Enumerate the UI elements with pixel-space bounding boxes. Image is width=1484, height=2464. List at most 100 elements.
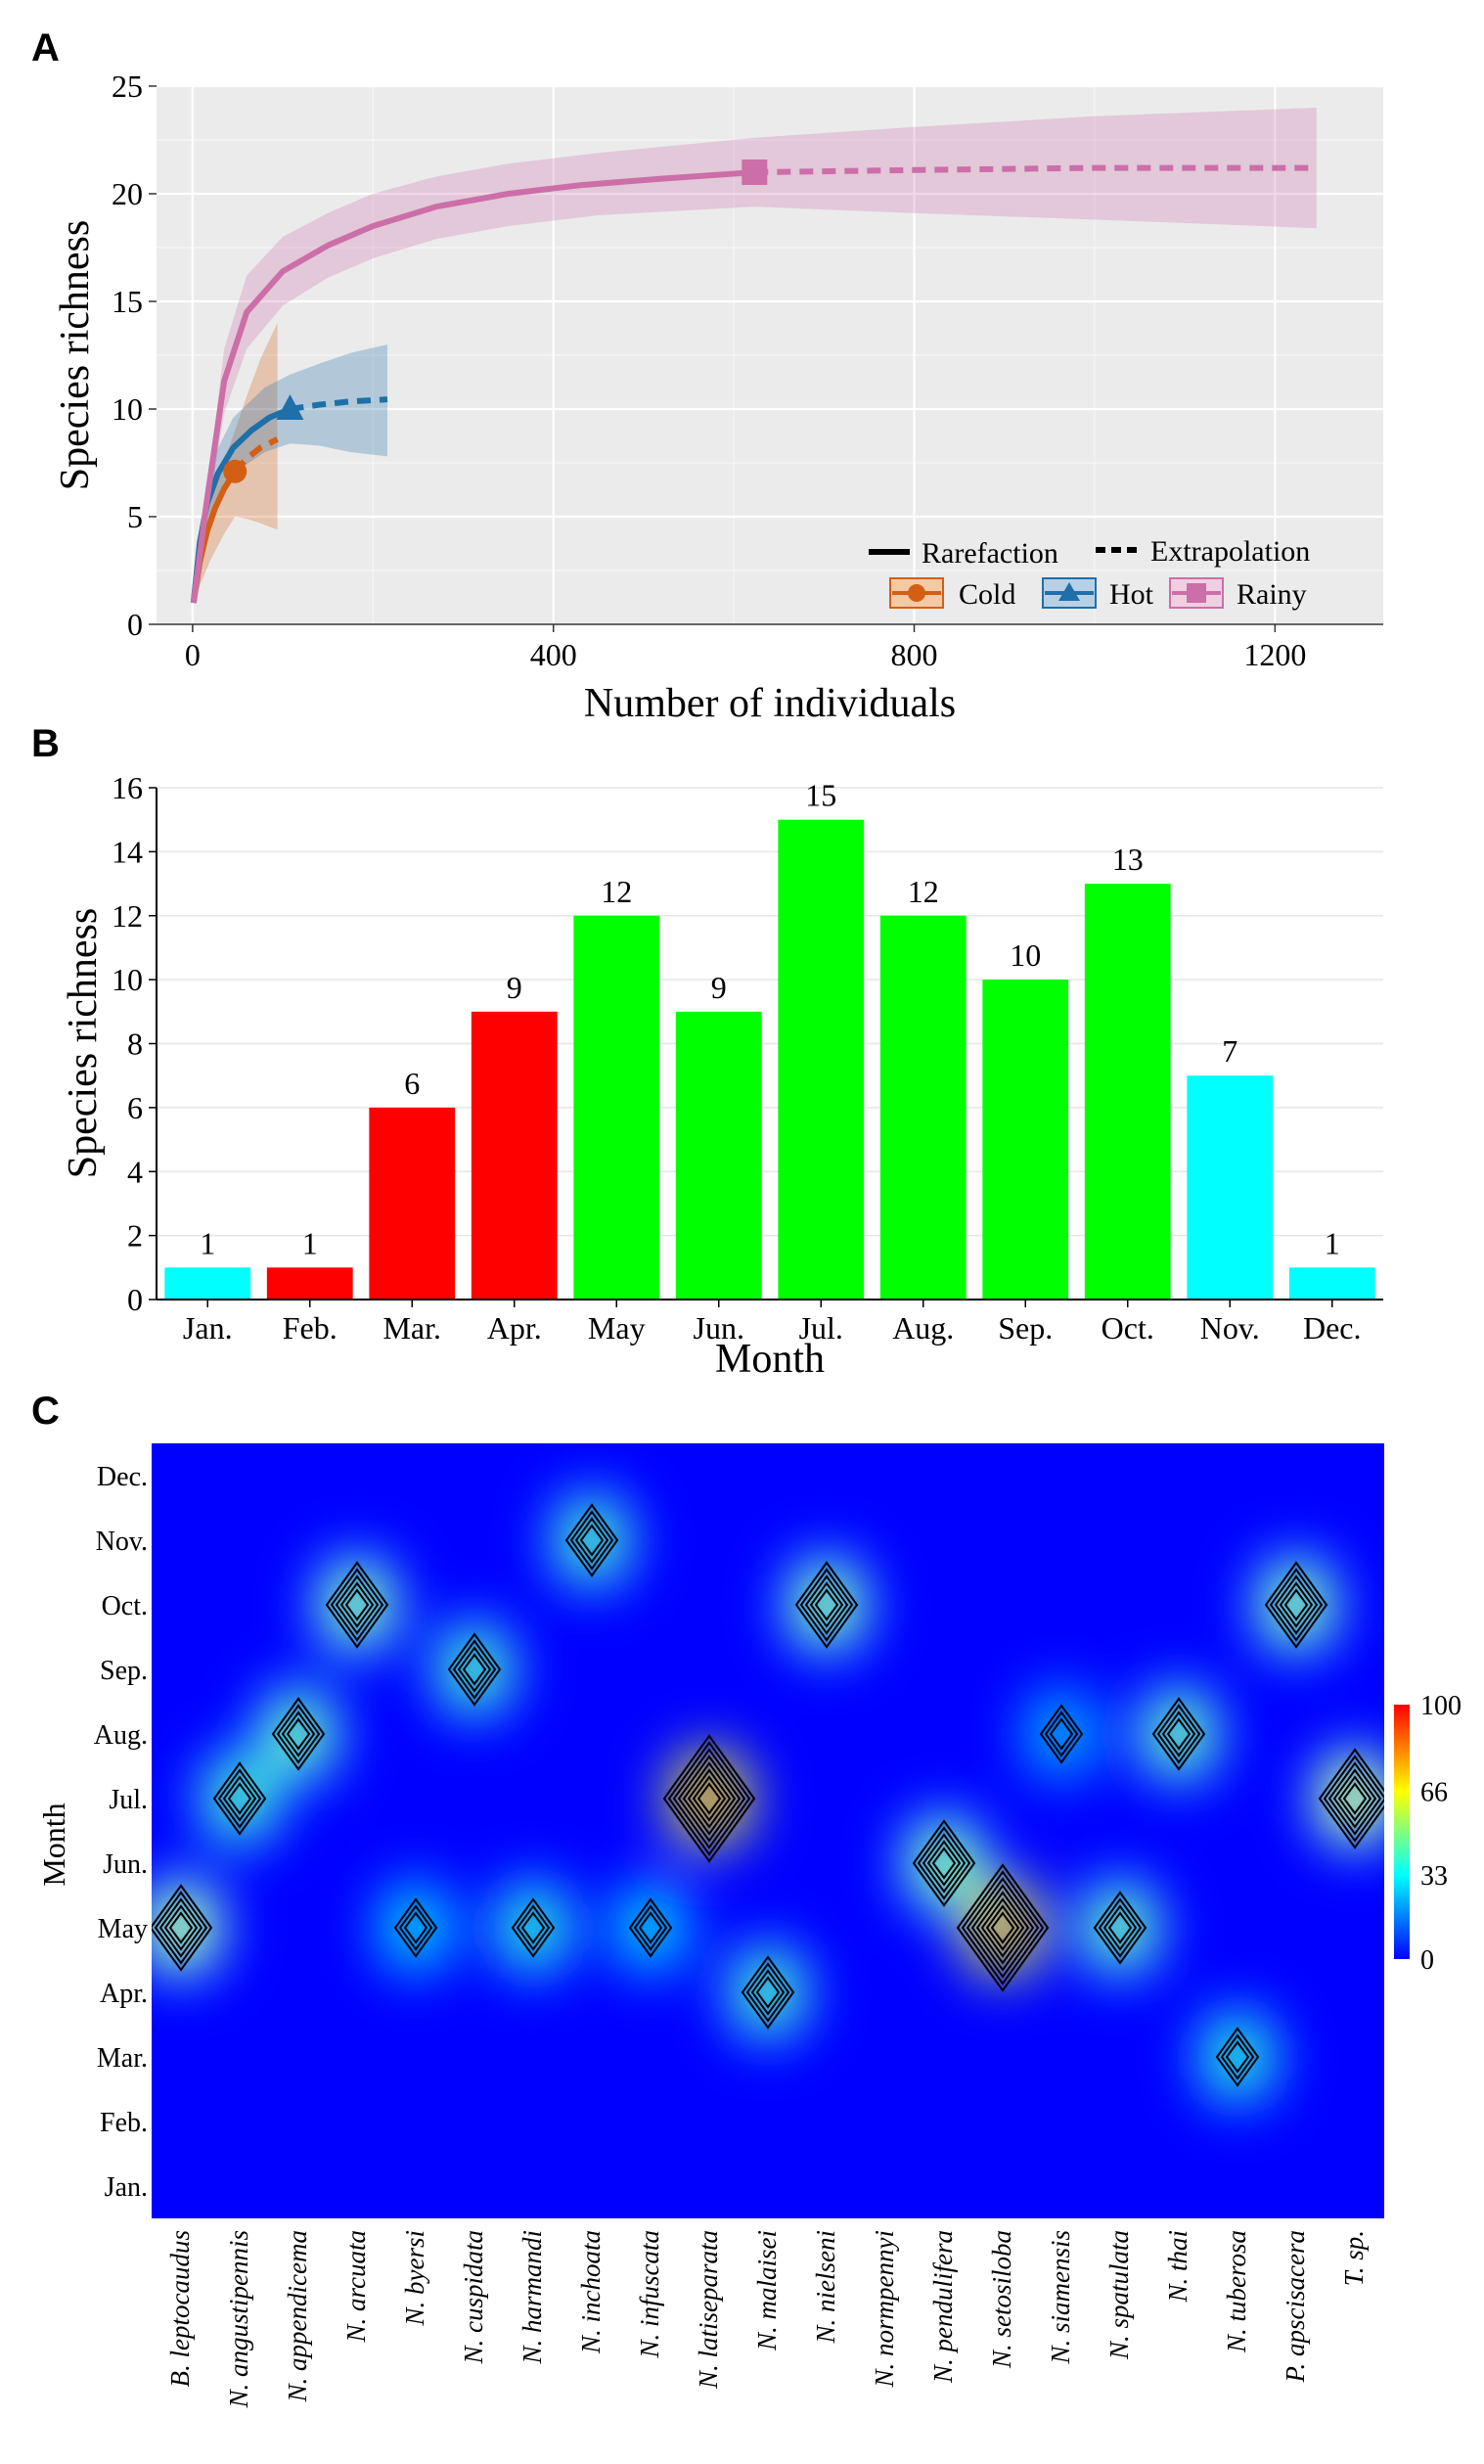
bar-value-label: 12 (908, 874, 939, 909)
bar-value-label: 7 (1222, 1033, 1237, 1069)
contour-ring (1318, 1748, 1384, 1849)
panel-c-y-ticks: Dec. Nov. Oct. Sep. Aug. Jul. Jun. May Apr. Mar. F… (94, 1462, 148, 2203)
panel-b-y-tick-label: 12 (112, 898, 143, 934)
panel-c: Dec. Nov. Oct. Sep. Aug. Jul. Jun. May Apr. Mar. F… (36, 1443, 1462, 2409)
panel-a-y-tick-label: 0 (127, 607, 143, 642)
panel-c-x-tick-label: B. leptocaudus (165, 2230, 195, 2387)
heat-blob-core (157, 1898, 204, 1957)
bar-oct (1084, 884, 1171, 1300)
panel-c-x-tick-label: N. pendulifera (928, 2230, 958, 2384)
heat-blob-core (744, 1963, 791, 2022)
contour-ring (1274, 1574, 1319, 1635)
panel-b-y-tick-label: 2 (127, 1218, 143, 1254)
contour-ring (158, 1897, 203, 1958)
bar-value-label: 13 (1112, 842, 1144, 877)
bar-value-label: 15 (805, 778, 836, 813)
contour-ring (926, 1840, 962, 1887)
bar-may (573, 915, 660, 1300)
contour-ring (217, 1768, 262, 1829)
contour-ring (579, 1524, 605, 1557)
heat-blob-core (216, 1769, 263, 1828)
contour-ring (1098, 1897, 1143, 1958)
panel-a: 0 5 10 15 20 25 0 400 800 1200 Number of individ… (53, 68, 1383, 726)
panel-b-y-tick-label: 8 (127, 1027, 143, 1062)
contour-ring (1283, 1588, 1309, 1621)
bar-jul (778, 819, 865, 1300)
panel-b-y-tick-label: 6 (127, 1090, 143, 1125)
heat-blob-core (803, 1575, 850, 1634)
panel-c-x-tick-label: N. setosiloba (987, 2230, 1016, 2369)
contour-ring (692, 1775, 727, 1822)
contour-ring (1044, 1711, 1079, 1757)
contour-ring (1151, 1697, 1206, 1771)
heat-blob-core (686, 1769, 733, 1828)
contour-ring (212, 1761, 267, 1836)
panel-b-x-tick-label: May (588, 1310, 646, 1346)
contour-ring (574, 1517, 609, 1564)
panel-c-y-tick-label: Dec. (97, 1462, 148, 1492)
heat-blob-core (1331, 1769, 1378, 1828)
bar-apr (471, 1011, 558, 1300)
contour-ring (970, 1884, 1035, 1972)
bar-aug (879, 915, 967, 1300)
panel-c-y-tick-label: Apr. (100, 1979, 148, 2009)
contour-ring (1264, 1561, 1328, 1649)
bar-mar (369, 1107, 456, 1300)
heat-blob-core (451, 1640, 498, 1699)
panel-a-y-axis-title: Species richness (53, 220, 98, 490)
contour-ring (917, 1826, 971, 1900)
panel-b-y-tick-label: 0 (127, 1282, 143, 1317)
hot-confidence-band (193, 344, 388, 603)
contour-ring (990, 1911, 1015, 1944)
bar-jan (164, 1267, 251, 1300)
panel-a-legend: Rarefaction Extrapolation Cold Hot Rainy (869, 535, 1310, 611)
contour-ring (462, 1653, 487, 1686)
panel-c-x-tick-label: P. apscisacera (1281, 2230, 1310, 2384)
contour-ring (638, 1911, 663, 1944)
contour-ring (154, 1891, 208, 1965)
rainy-observed-marker (742, 160, 768, 185)
contour-ring (750, 1969, 786, 2016)
panel-b-x-tick-label: Jul. (799, 1310, 843, 1346)
contour-ring (1269, 1568, 1324, 1642)
contour-ring (745, 1962, 790, 2023)
panel-c-x-ticks: B. leptocaudus N. angustipennis N. appendi… (165, 2230, 1369, 2409)
contour-ring (276, 1704, 321, 1764)
panel-c-y-tick-label: Mar. (97, 2043, 148, 2074)
contour-ring (1225, 2040, 1250, 2074)
panel-c-x-tick-label: N. angustipennis (224, 2230, 253, 2409)
bar-value-label: 12 (601, 874, 632, 909)
hot-extrapolation-line (290, 396, 388, 412)
panel-c-y-tick-label: Feb. (100, 2108, 148, 2138)
contour-ring (633, 1904, 668, 1951)
rainy-confidence-band (193, 108, 1317, 603)
panel-a-x-axis-title: Number of individuals (584, 681, 956, 726)
legend-rainy-marker (1187, 583, 1206, 603)
contour-ring (286, 1717, 311, 1751)
panel-c-y-tick-label: Nov. (96, 1527, 148, 1557)
heat-blob-core (392, 1898, 439, 1957)
panel-b-y-axis-title: Species richness (61, 908, 106, 1178)
colorbar-ticks: 100 66 33 0 (1420, 1691, 1462, 1976)
contour-ring (697, 1782, 722, 1815)
rainy-extrapolation-line (754, 164, 1317, 175)
contour-ring (330, 1568, 384, 1642)
contour-ring (755, 1976, 781, 2009)
cold-observed-marker (223, 459, 247, 483)
panel-b-y-tick-label: 14 (112, 834, 143, 869)
panel-a-x-ticks: 0 400 800 1200 (185, 624, 1306, 672)
bar-value-label: 1 (302, 1225, 318, 1260)
contour-ring (1107, 1911, 1133, 1944)
contour-ring (677, 1755, 742, 1843)
rainy-rarefaction-line (190, 169, 755, 604)
panel-b-x-tick-label: Jan. (183, 1310, 233, 1346)
legend-hot-label: Hot (1109, 578, 1154, 611)
panel-c-x-tick-label: N. byersi (400, 2230, 429, 2327)
colorbar-tick-label: 0 (1420, 1945, 1434, 1976)
panel-c-x-tick-label: N. inchoata (576, 2230, 606, 2354)
contour-ring (1093, 1891, 1147, 1965)
heat-blob-core (627, 1898, 674, 1957)
contour-ring (1327, 1761, 1382, 1836)
panel-c-x-tick-label: N. normpennyi (870, 2230, 899, 2388)
panel-c-y-axis-title: Month (36, 1802, 71, 1886)
